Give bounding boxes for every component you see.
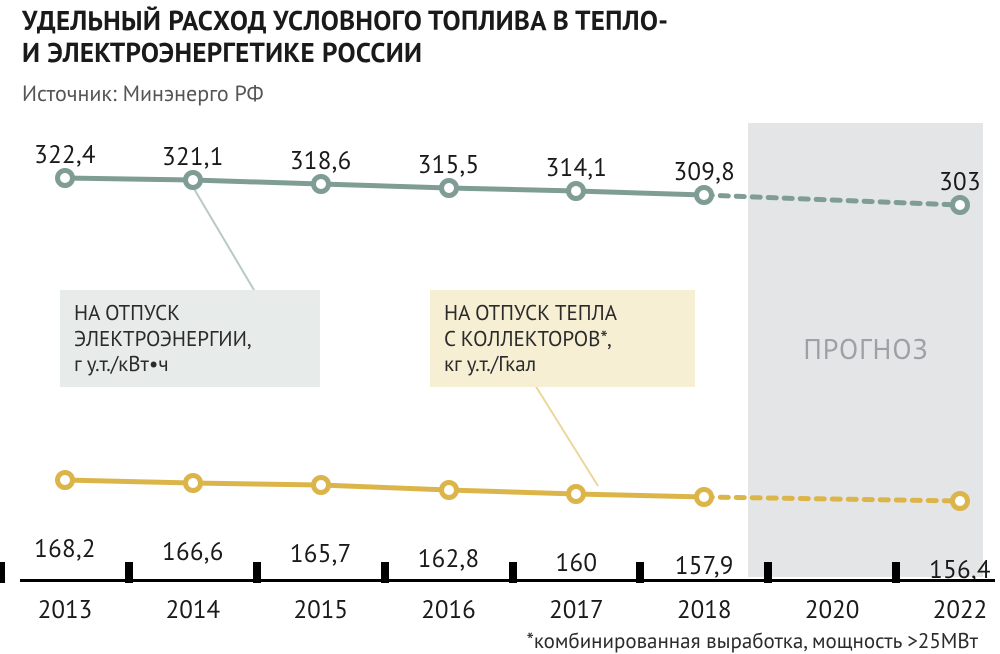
x-tick xyxy=(253,562,261,583)
series-b-callout-line: кг у.т./Гкал xyxy=(444,350,536,377)
series-a-marker xyxy=(950,195,970,215)
series-a-leader xyxy=(190,182,254,290)
x-tick xyxy=(0,562,5,583)
series-a-marker xyxy=(183,170,203,190)
x-tick xyxy=(764,562,772,583)
series-a-marker xyxy=(55,168,75,188)
series-b-callout-line: С КОЛЛЕКТОРОВ*, xyxy=(444,325,612,352)
chart-title-line1: УДЕЛЬНЫЙ РАСХОД УСЛОВНОГО ТОПЛИВА В ТЕПЛ… xyxy=(22,4,668,38)
x-label: 2015 xyxy=(293,593,348,625)
series-a-marker xyxy=(566,181,586,201)
x-baseline xyxy=(20,579,995,582)
series-a-callout-line: ЭЛЕКТРОЭНЕРГИИ, xyxy=(74,325,252,352)
series-b-marker xyxy=(694,487,714,507)
series-b-leader xyxy=(530,377,598,486)
x-tick xyxy=(509,562,517,583)
series-b-marker xyxy=(311,475,331,495)
series-b-value: 165,7 xyxy=(290,537,352,569)
series-b-value: 157,9 xyxy=(675,549,734,581)
series-a-callout-line: г у.т./кВт•ч xyxy=(74,350,169,377)
series-b-line xyxy=(65,480,704,497)
x-label: 2016 xyxy=(421,593,476,625)
series-a-marker xyxy=(311,174,331,194)
series-b-value: 168,2 xyxy=(34,532,96,564)
series-b-marker xyxy=(566,484,586,504)
series-b-marker xyxy=(439,480,459,500)
series-b-callout-line: НА ОТПУСК ТЕПЛА xyxy=(444,299,617,326)
chart-footnote: *комбинированная выработка, мощность >25… xyxy=(526,627,978,654)
x-tick xyxy=(381,562,389,583)
x-tick xyxy=(125,562,133,583)
series-b-marker xyxy=(183,473,203,493)
x-label: 2013 xyxy=(38,593,93,625)
x-label: 2022 xyxy=(933,593,988,625)
series-a-value: 314,1 xyxy=(546,151,608,183)
series-b-marker xyxy=(55,470,75,490)
callout-heat: НА ОТПУСК ТЕПЛАС КОЛЛЕКТОРОВ*,кг у.т./Гк… xyxy=(430,290,695,387)
series-a-callout-line: НА ОТПУСК xyxy=(74,299,180,326)
series-a-value: 309,8 xyxy=(673,155,735,187)
series-b-marker xyxy=(950,491,970,511)
x-tick xyxy=(892,562,900,583)
series-b-value: 166,6 xyxy=(162,535,224,567)
series-a-value: 315,5 xyxy=(418,148,480,180)
series-b-value: 162,8 xyxy=(418,542,480,574)
series-a-marker xyxy=(439,178,459,198)
x-label: 2014 xyxy=(166,593,221,625)
series-a-line xyxy=(65,178,704,195)
x-label: 2017 xyxy=(549,593,604,625)
callout-electricity: НА ОТПУСКЭЛЕКТРОЭНЕРГИИ,г у.т./кВт•ч xyxy=(60,290,320,387)
series-a-value: 322,4 xyxy=(34,138,96,170)
x-label: 2020 xyxy=(805,593,860,625)
series-a-marker xyxy=(694,185,714,205)
forecast-label: ПРОГНОЗ xyxy=(803,330,928,367)
series-b-value: 160 xyxy=(556,546,598,578)
chart-title: УДЕЛЬНЫЙ РАСХОД УСЛОВНОГО ТОПЛИВА В ТЕПЛ… xyxy=(22,6,668,70)
x-tick xyxy=(636,562,644,583)
x-label: 2018 xyxy=(677,593,732,625)
series-a-value: 303 xyxy=(939,165,981,197)
chart-source: Источник: Минэнерго РФ xyxy=(22,80,264,108)
chart-title-line2: И ЭЛЕКТРОЭНЕРГЕТИКЕ РОССИИ xyxy=(22,36,422,70)
series-a-value: 321,1 xyxy=(162,140,224,172)
series-a-value: 318,6 xyxy=(290,144,352,176)
